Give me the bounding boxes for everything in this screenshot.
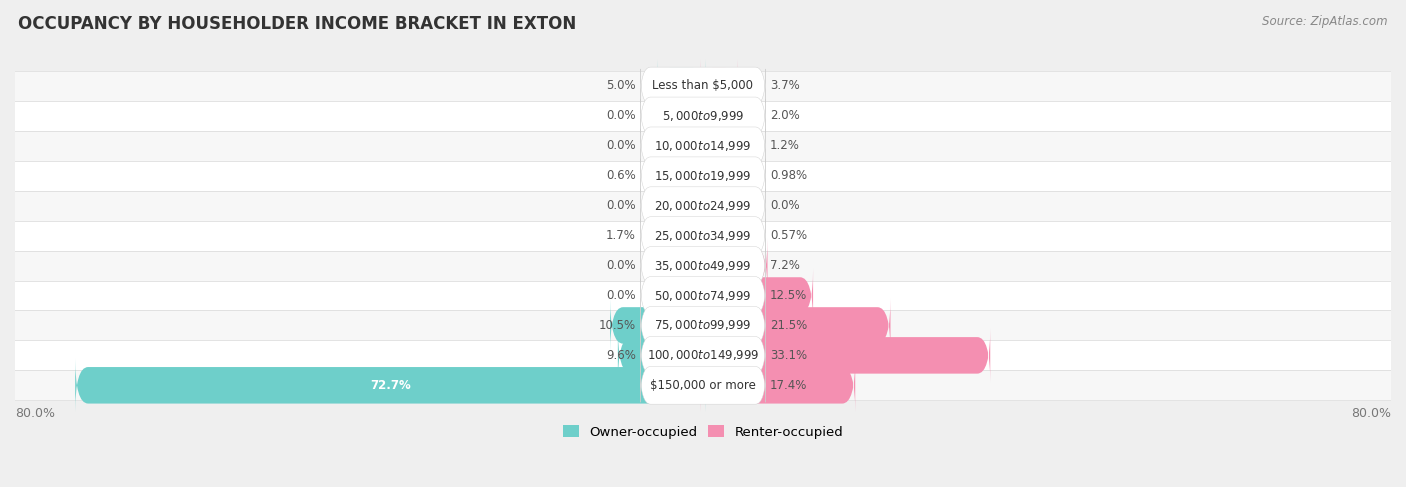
Text: 3.7%: 3.7% — [770, 79, 800, 93]
Text: $20,000 to $24,999: $20,000 to $24,999 — [654, 199, 752, 213]
Text: $50,000 to $74,999: $50,000 to $74,999 — [654, 288, 752, 302]
FancyBboxPatch shape — [640, 97, 766, 135]
FancyBboxPatch shape — [0, 101, 1406, 131]
Text: $35,000 to $49,999: $35,000 to $49,999 — [654, 259, 752, 273]
FancyBboxPatch shape — [640, 277, 766, 315]
FancyBboxPatch shape — [658, 59, 706, 112]
FancyBboxPatch shape — [0, 161, 1406, 191]
FancyBboxPatch shape — [640, 217, 766, 255]
Text: 1.7%: 1.7% — [606, 229, 636, 242]
Text: Source: ZipAtlas.com: Source: ZipAtlas.com — [1263, 15, 1388, 28]
FancyBboxPatch shape — [0, 311, 1406, 340]
FancyBboxPatch shape — [0, 251, 1406, 281]
FancyBboxPatch shape — [700, 149, 714, 203]
FancyBboxPatch shape — [700, 89, 723, 143]
FancyBboxPatch shape — [75, 358, 706, 412]
FancyBboxPatch shape — [640, 67, 766, 105]
FancyBboxPatch shape — [0, 191, 1406, 221]
FancyBboxPatch shape — [640, 127, 766, 165]
Text: 80.0%: 80.0% — [1351, 407, 1391, 420]
FancyBboxPatch shape — [640, 337, 766, 374]
FancyBboxPatch shape — [0, 221, 1406, 251]
Text: 17.4%: 17.4% — [770, 379, 807, 392]
Legend: Owner-occupied, Renter-occupied: Owner-occupied, Renter-occupied — [558, 420, 848, 444]
FancyBboxPatch shape — [686, 209, 706, 262]
Text: OCCUPANCY BY HOUSEHOLDER INCOME BRACKET IN EXTON: OCCUPANCY BY HOUSEHOLDER INCOME BRACKET … — [18, 15, 576, 33]
Text: 0.0%: 0.0% — [770, 199, 800, 212]
FancyBboxPatch shape — [617, 329, 706, 382]
Text: 9.6%: 9.6% — [606, 349, 636, 362]
FancyBboxPatch shape — [700, 59, 737, 112]
FancyBboxPatch shape — [640, 157, 766, 195]
Text: $15,000 to $19,999: $15,000 to $19,999 — [654, 169, 752, 183]
Text: 12.5%: 12.5% — [770, 289, 807, 302]
Text: 7.2%: 7.2% — [770, 259, 800, 272]
Text: 33.1%: 33.1% — [770, 349, 807, 362]
FancyBboxPatch shape — [0, 370, 1406, 400]
Text: $10,000 to $14,999: $10,000 to $14,999 — [654, 139, 752, 153]
Text: 0.0%: 0.0% — [606, 259, 636, 272]
FancyBboxPatch shape — [0, 340, 1406, 370]
FancyBboxPatch shape — [700, 119, 716, 172]
FancyBboxPatch shape — [700, 358, 855, 412]
FancyBboxPatch shape — [700, 269, 813, 322]
FancyBboxPatch shape — [700, 329, 990, 382]
Text: 0.0%: 0.0% — [606, 199, 636, 212]
Text: 72.7%: 72.7% — [370, 379, 411, 392]
FancyBboxPatch shape — [0, 281, 1406, 311]
Text: 0.0%: 0.0% — [606, 110, 636, 122]
FancyBboxPatch shape — [640, 307, 766, 344]
Text: 80.0%: 80.0% — [15, 407, 55, 420]
FancyBboxPatch shape — [697, 209, 713, 262]
Text: $150,000 or more: $150,000 or more — [650, 379, 756, 392]
Text: $100,000 to $149,999: $100,000 to $149,999 — [647, 348, 759, 362]
Text: $25,000 to $34,999: $25,000 to $34,999 — [654, 228, 752, 243]
FancyBboxPatch shape — [610, 299, 706, 352]
FancyBboxPatch shape — [693, 149, 709, 203]
Text: $75,000 to $99,999: $75,000 to $99,999 — [654, 318, 752, 333]
FancyBboxPatch shape — [700, 299, 890, 352]
Text: $5,000 to $9,999: $5,000 to $9,999 — [662, 109, 744, 123]
FancyBboxPatch shape — [640, 247, 766, 284]
Text: 0.0%: 0.0% — [606, 139, 636, 152]
Text: 0.57%: 0.57% — [770, 229, 807, 242]
FancyBboxPatch shape — [640, 187, 766, 225]
Text: 21.5%: 21.5% — [770, 319, 807, 332]
Text: 0.98%: 0.98% — [770, 169, 807, 182]
FancyBboxPatch shape — [0, 131, 1406, 161]
Text: 0.6%: 0.6% — [606, 169, 636, 182]
FancyBboxPatch shape — [0, 71, 1406, 101]
FancyBboxPatch shape — [640, 366, 766, 404]
FancyBboxPatch shape — [700, 239, 768, 292]
Text: 0.0%: 0.0% — [606, 289, 636, 302]
Text: 2.0%: 2.0% — [770, 110, 800, 122]
Text: 10.5%: 10.5% — [599, 319, 636, 332]
Text: Less than $5,000: Less than $5,000 — [652, 79, 754, 93]
Text: 5.0%: 5.0% — [606, 79, 636, 93]
Text: 1.2%: 1.2% — [770, 139, 800, 152]
